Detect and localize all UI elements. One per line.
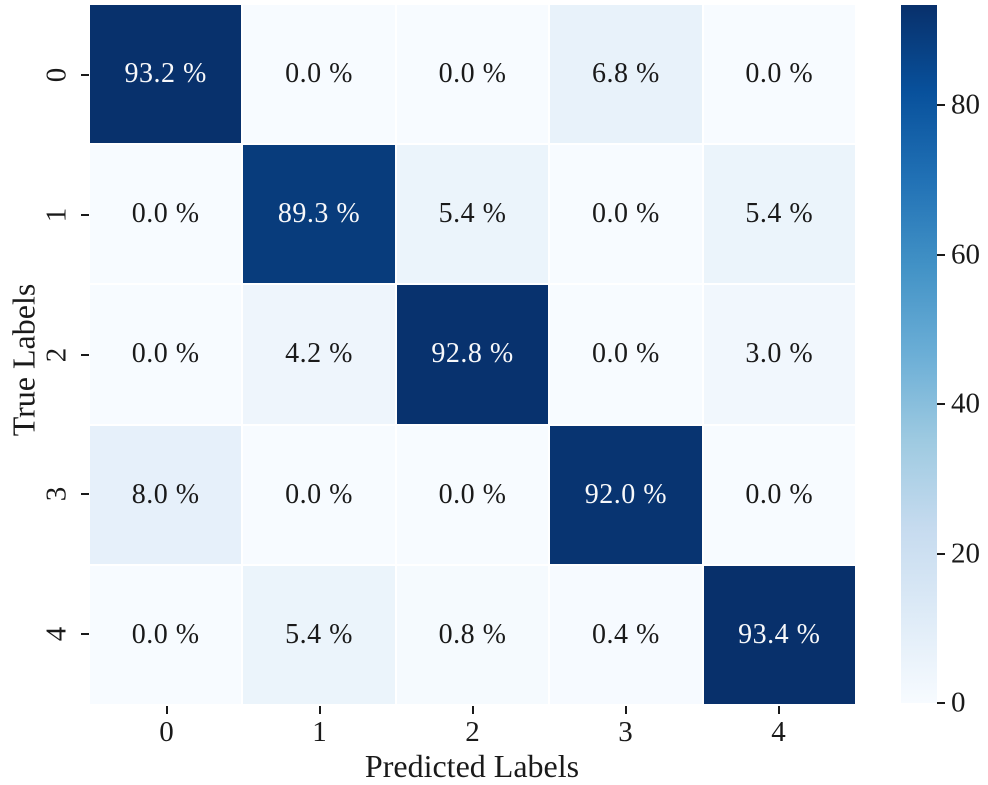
heatmap-cell: 0.4 % [550, 565, 702, 704]
heatmap-cell: 0.0 % [243, 5, 395, 144]
heatmap-cell: 0.0 % [703, 425, 855, 564]
colorbar-tick-label: 0 [951, 686, 966, 719]
heatmap-cell: 5.4 % [396, 145, 549, 284]
x-tick-label: 4 [771, 716, 786, 748]
heatmap-cell: 0.0 % [243, 425, 395, 564]
heatmap-cell: 0.0 % [90, 565, 242, 704]
heatmap-cell: 0.0 % [550, 285, 702, 424]
y-tick-mark [81, 73, 89, 76]
x-tick-mark [777, 706, 780, 714]
x-axis-label: Predicted Labels [364, 748, 580, 784]
heatmap-cell: 5.4 % [703, 145, 855, 284]
y-tick-mark [81, 353, 89, 356]
x-tick-label: 1 [312, 716, 327, 748]
colorbar-tick-label: 40 [951, 387, 980, 420]
heatmap-cell: 93.2 % [90, 5, 242, 144]
colorbar-tick-label: 20 [951, 537, 980, 570]
y-tick-mark [81, 213, 89, 216]
x-tick-mark [318, 706, 321, 714]
colorbar [901, 5, 937, 703]
heatmap-cell: 93.4 % [703, 565, 855, 704]
heatmap-cell: 92.8 % [396, 285, 549, 424]
heatmap-cell: 0.0 % [396, 425, 549, 564]
colorbar-tick-mark [937, 104, 945, 107]
heatmap-cell: 8.0 % [90, 425, 242, 564]
heatmap-cell: 3.0 % [703, 285, 855, 424]
colorbar-tick-mark [937, 253, 945, 256]
heatmap-cell: 6.8 % [550, 5, 702, 144]
x-tick-label: 2 [465, 716, 480, 748]
x-tick-label: 3 [618, 716, 633, 748]
heatmap-grid: 93.2 % 0.0 % 0.0 % 6.8 % 0.0 % 0.0 % 89.3 % 5.4… [90, 5, 855, 704]
colorbar-tick-mark [937, 702, 945, 704]
y-tick-mark [81, 633, 89, 636]
y-tick-label: 3 [40, 487, 73, 502]
heatmap-cell: 89.3 % [243, 145, 395, 284]
heatmap-cell: 0.8 % [396, 565, 549, 704]
heatmap-cell: 0.0 % [90, 285, 242, 424]
heatmap-cell: 92.0 % [550, 425, 702, 564]
heatmap-cell: 0.0 % [703, 5, 855, 144]
colorbar-tick-label: 80 [951, 88, 980, 121]
x-tick-mark [471, 706, 474, 714]
y-tick-label: 0 [40, 67, 73, 83]
y-tick-label: 4 [40, 626, 73, 642]
x-tick-mark [624, 706, 627, 714]
heatmap-cell: 0.0 % [396, 5, 549, 144]
colorbar-tick-label: 60 [951, 238, 980, 271]
y-tick-label: 2 [40, 347, 73, 362]
y-tick-mark [81, 493, 89, 496]
heatmap-cell: 4.2 % [243, 285, 395, 424]
colorbar-tick-mark [937, 552, 945, 555]
heatmap-cell: 0.0 % [90, 145, 242, 284]
y-tick-label: 1 [40, 207, 73, 222]
heatmap-cell: 0.0 % [550, 145, 702, 284]
x-tick-label: 0 [159, 716, 174, 748]
y-axis-label: True Labels [5, 283, 42, 437]
colorbar-tick-mark [937, 403, 945, 406]
x-tick-mark [165, 706, 168, 714]
heatmap-cell: 5.4 % [243, 565, 395, 704]
